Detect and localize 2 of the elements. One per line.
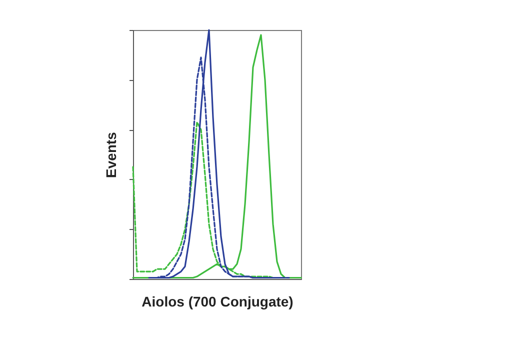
y-axis-title: Events	[103, 132, 119, 178]
x-axis-title: Aiolos (700 Conjugate)	[142, 294, 294, 310]
